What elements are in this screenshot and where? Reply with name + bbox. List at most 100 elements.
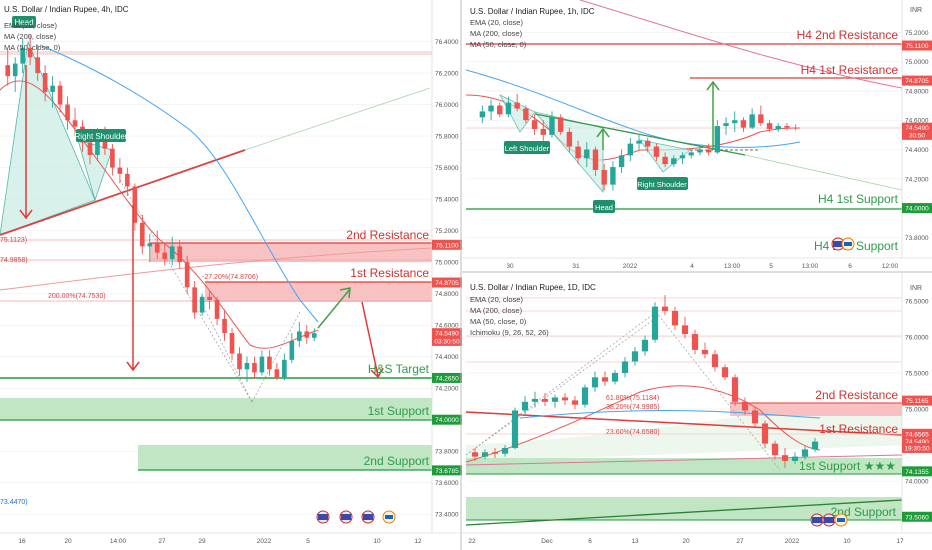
h4-price-badge-label: 74.0000 [435, 417, 459, 424]
d1-y-tick-label: 74.0000 [905, 479, 929, 486]
d1-1st-support-text: 1st Support ★★★ [799, 459, 896, 473]
h1-h4-1st-support-text: H4 1st Support [818, 192, 899, 206]
h1-price-badge [902, 75, 932, 86]
h4-price-axis [432, 0, 460, 533]
d1-ma50-line [519, 410, 821, 419]
h4-candle-body [50, 85, 55, 92]
h1-candle-body [749, 114, 755, 128]
d1-candle-body [651, 306, 659, 340]
d1-price-badge [902, 428, 932, 439]
h1-chart-title: U.S. Dollar / Indian Rupee, 1h, IDC [470, 7, 595, 16]
h4-wedge-line [199, 299, 253, 403]
h4-fib-label: 74.9858) [0, 257, 28, 264]
h1-neckline-extension [744, 154, 903, 191]
h4-price-badge [432, 335, 462, 346]
h1-candle-body [714, 126, 721, 153]
h4-candle-body [139, 222, 145, 247]
d1-price-badge [902, 395, 932, 406]
h1-x-tick-label: 5 [769, 263, 773, 270]
h1-candle-body [653, 146, 660, 157]
d1-fan-line [465, 317, 657, 456]
h1-neckline [534, 113, 746, 156]
h4-y-tick-label: 75.6000 [435, 165, 459, 172]
d1-price-badge-label: 74.1355 [905, 469, 929, 476]
d1-x-tick-label: 2022 [785, 538, 800, 545]
d1-candle-body [761, 423, 769, 444]
d1-candle-body [511, 410, 519, 448]
h4-trend-line-light [244, 87, 431, 151]
h4-candle-body [147, 243, 153, 247]
h4-head-label: Head [14, 18, 33, 27]
d1-2nd-support-text: 2nd Support [831, 505, 897, 519]
d1-x-tick-label: 13 [631, 538, 639, 545]
h1-indicator: EMA (20, close) [470, 18, 523, 27]
d1-candle-body [601, 377, 609, 382]
h4-candle-body [117, 167, 123, 174]
h1-x-tick-label: 4 [690, 263, 694, 270]
d1-y-tick-label: 75.5000 [905, 370, 929, 377]
d1-price-badge-label: 74.6565 [905, 431, 929, 438]
d1-indicator: MA (50, close, 0) [470, 317, 527, 326]
d1-chart-title: U.S. Dollar / Indian Rupee, 1D, IDC [470, 283, 596, 292]
d1-price-badge-label: 75.1165 [905, 398, 928, 405]
d1-candle-body [491, 452, 499, 454]
h4-candle-body [207, 296, 212, 300]
h1-candle-body [671, 158, 677, 165]
h4-ma50-line [39, 44, 319, 323]
h1-candle-body [566, 131, 573, 147]
h1-candle-body [488, 105, 494, 112]
h4-price-badge-label: 03:30:50 [434, 338, 460, 345]
d1-candles [471, 295, 819, 469]
d1-candle-body [811, 441, 819, 450]
d1-candle-body [501, 447, 509, 454]
h1-candle-body [584, 149, 590, 159]
h4-price-badge-label: 73.6785 [435, 468, 459, 475]
d1-candle-body [591, 377, 599, 388]
d1-price-badge [902, 466, 932, 477]
d1-indicator: EMA (20, close) [470, 295, 523, 304]
h1-left-shoulder-label: Left Shoulder [505, 144, 550, 153]
h1-candle-body [732, 120, 738, 124]
h4-1st-resistance-text: 1st Resistance [350, 266, 429, 280]
h4-y-tick-label: 74.4000 [435, 354, 459, 361]
h4-hs-target-text: H&S Target [368, 362, 430, 376]
h4-x-tick-label: 27 [158, 538, 166, 545]
h4-y-tick-label: 74.6000 [435, 323, 459, 330]
d1-x-tick-label: Dec [541, 538, 553, 545]
h1-candle-body [688, 152, 694, 156]
h1-h4-2nd-resistance-text: H4 2nd Resistance [797, 28, 899, 42]
h4-candle-body [95, 136, 100, 155]
h4-candle-body [274, 369, 280, 378]
h4-candle-body [267, 356, 272, 370]
h4-right-shoulder-label: Right Shoulder [75, 132, 128, 141]
flag-icon [834, 513, 848, 527]
h1-candle-body [662, 156, 668, 165]
d1-x-tick-label: 17 [896, 538, 904, 545]
h4-candle-body [222, 318, 227, 334]
inr-label: INR [910, 7, 922, 14]
d1-candle-body [741, 401, 749, 411]
h4-ma200-line [0, 247, 433, 291]
d1-candle-body [471, 452, 479, 457]
d1-candle-body [771, 443, 779, 456]
h1-price-badge-label: 74.8705 [905, 78, 929, 85]
h1-x-tick-label: 13:00 [724, 263, 741, 270]
h1-x-tick-label: 30 [506, 263, 514, 270]
h4-y-tick-label: 73.8000 [435, 449, 459, 456]
h4-indicator: EMA (20, close) [4, 21, 57, 30]
h4-1st-support-zone [0, 398, 432, 420]
h4-candle-body [259, 356, 265, 373]
flag-icon [841, 237, 855, 251]
h1-candle-body [679, 155, 686, 159]
d1-candle-body [581, 387, 589, 405]
h1-candle-body [766, 123, 773, 129]
h1-price-badge [902, 122, 932, 133]
h1-y-tick-label: 73.8000 [905, 235, 929, 242]
h4-y-tick-label: 73.4000 [435, 512, 459, 519]
inr-label: INR [910, 285, 922, 292]
h1-candle-body [627, 143, 633, 156]
h4-wedge-line [119, 179, 253, 403]
d1-candle-body [481, 452, 489, 457]
h4-candle-body [65, 104, 70, 121]
